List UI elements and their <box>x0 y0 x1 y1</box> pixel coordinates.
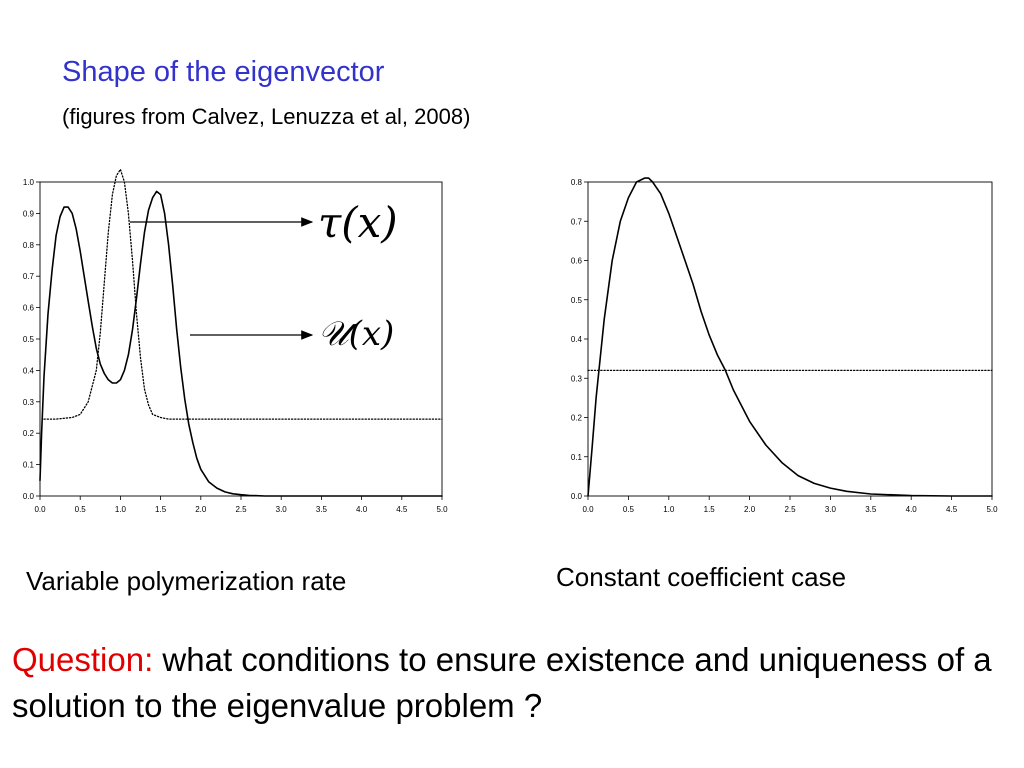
series-solid-curve <box>39 190 443 497</box>
x-tick-label: 1.5 <box>704 505 716 514</box>
y-tick-label: 1.0 <box>23 178 35 187</box>
x-tick-label: 3.0 <box>276 505 288 514</box>
y-tick-label: 0.4 <box>571 335 583 344</box>
y-tick-label: 0.2 <box>23 429 35 438</box>
x-tick-label: 3.5 <box>316 505 328 514</box>
x-tick-label: 1.0 <box>663 505 675 514</box>
x-tick-label: 0.5 <box>623 505 635 514</box>
question-text: Question: what conditions to ensure exis… <box>12 637 1012 729</box>
x-tick-label: 5.0 <box>436 505 448 514</box>
chart-constant-coefficient: 0.0 0.5 1.0 1.5 2.0 2.5 3.0 3.5 4.0 4.5 5.0 0.0 0.1 0… <box>571 177 998 514</box>
u-label: 𝒰(x) <box>318 314 395 354</box>
series-dotted-curve <box>43 168 443 420</box>
y-tick-label: 0.0 <box>571 492 583 501</box>
question-body: what conditions to ensure existence and … <box>12 641 992 724</box>
y-tick-label: 0.3 <box>571 374 583 383</box>
x-tick-label: 5.0 <box>986 505 998 514</box>
x-tick-label: 4.0 <box>356 505 368 514</box>
question-label: Question: <box>12 641 154 678</box>
y-tick-label: 0.5 <box>571 296 583 305</box>
x-tick-label: 2.5 <box>235 505 247 514</box>
y-tick-label: 0.3 <box>23 398 35 407</box>
y-tick-label: 0.1 <box>571 453 583 462</box>
x-tick-label: 3.5 <box>865 505 877 514</box>
x-tick-label: 0.0 <box>34 505 46 514</box>
x-tick-label: 0.0 <box>582 505 594 514</box>
x-tick-label: 4.5 <box>946 505 958 514</box>
tau-label: τ(x) <box>318 198 398 247</box>
x-tick-label: 3.0 <box>825 505 837 514</box>
y-tick-label: 0.5 <box>23 335 35 344</box>
x-tick-label: 2.0 <box>744 505 756 514</box>
x-tick-label: 1.0 <box>115 505 127 514</box>
x-tick-label: 4.5 <box>396 505 408 514</box>
y-tick-label: 0.7 <box>23 272 35 281</box>
series-solid-curve <box>587 177 993 497</box>
y-tick-label: 0.8 <box>571 178 583 187</box>
y-tick-label: 0.2 <box>571 414 583 423</box>
x-tick-label: 2.5 <box>784 505 796 514</box>
caption-left: Variable polymerization rate <box>26 566 347 596</box>
y-tick-label: 0.6 <box>571 257 583 266</box>
y-tick-label: 0.6 <box>23 304 35 313</box>
x-tick-label: 1.5 <box>155 505 167 514</box>
x-tick-label: 4.0 <box>906 505 918 514</box>
x-tick-label: 0.5 <box>75 505 87 514</box>
y-tick-label: 0.0 <box>23 492 35 501</box>
y-tick-label: 0.9 <box>23 209 35 218</box>
slide-title: Shape of the eigenvector <box>62 56 385 88</box>
slide-subtitle: (figures from Calvez, Lenuzza et al, 200… <box>62 104 471 129</box>
y-tick-label: 0.1 <box>23 461 35 470</box>
y-tick-label: 0.7 <box>571 217 583 226</box>
chart-variable-polymerization: 0.0 0.5 1.0 1.5 2.0 2.5 3.0 3.5 4.0 4.5 5.0 0.0 0.1 0… <box>23 168 448 514</box>
x-tick-label: 2.0 <box>195 505 207 514</box>
caption-right: Constant coefficient case <box>556 562 847 592</box>
y-tick-label: 0.4 <box>23 366 35 375</box>
y-tick-label: 0.8 <box>23 241 35 250</box>
